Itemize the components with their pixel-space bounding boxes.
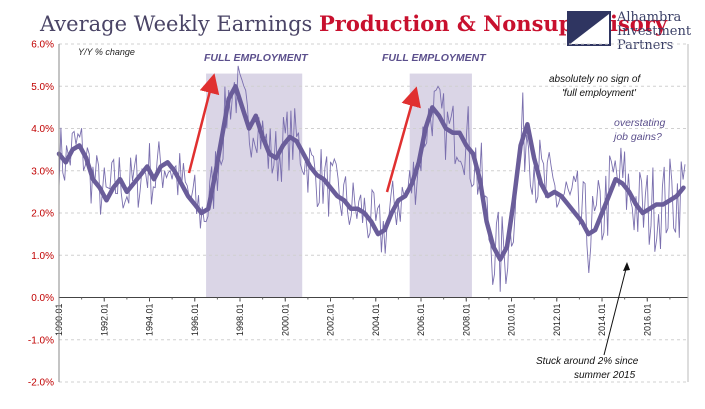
annotation-overstating-1: overstating — [614, 117, 666, 129]
shaded-period-1 — [206, 73, 303, 298]
x-tick-label: 2004.01 — [371, 304, 381, 337]
logo-mark-diagonal — [570, 14, 609, 44]
red-arrow-2 — [385, 86, 421, 193]
y-axis-label: Y/Y % change — [78, 47, 135, 57]
stuck-pointer-head — [623, 262, 630, 271]
band-label-1: FULL EMPLOYMENT — [204, 52, 309, 64]
x-tick-label: 2000.01 — [280, 304, 290, 337]
y-tick-label: -1.0% — [28, 335, 54, 346]
shaded-period-2 — [409, 73, 472, 298]
annotation-stuck-1: Stuck around 2% since — [536, 356, 639, 367]
smoothed-series — [56, 84, 686, 262]
annotation-stuck-2: summer 2015 — [574, 370, 636, 381]
y-axis-ticks: 6.0% 5.0% 4.0% 3.0% 2.0% 1.0% 0.0% -1.0% -2.0% — [28, 40, 54, 389]
y-tick-label: 2.0% — [31, 209, 54, 220]
smoothed-line — [56, 84, 686, 262]
y-tick-label: 1.0% — [31, 251, 54, 262]
x-tick-label: 2002.01 — [326, 304, 336, 337]
x-tick-label: 2016.01 — [642, 304, 652, 337]
y-tick-label: 4.0% — [31, 124, 54, 135]
chart-title-plain: Average Weekly Earnings — [39, 12, 319, 36]
red-arrow-1 — [187, 73, 220, 174]
y-tick-label: 0.0% — [31, 293, 54, 304]
x-tick-label: 2010.01 — [507, 304, 517, 337]
y-tick-label: 3.0% — [31, 166, 54, 177]
x-tick-label: 2012.01 — [552, 304, 562, 337]
x-tick-label: 2008.01 — [461, 304, 471, 337]
shaded-periods — [206, 73, 472, 298]
x-tick-label: 1992.01 — [99, 304, 109, 337]
y-tick-label: 5.0% — [31, 82, 54, 93]
stuck-pointer-line — [603, 264, 628, 356]
annotation-overstating-2: job gains? — [612, 131, 662, 143]
alhambra-logo: Alhambra Investment Partners — [567, 10, 692, 53]
x-tick-label: 1996.01 — [190, 304, 200, 337]
x-tick-label: 1994.01 — [145, 304, 155, 337]
logo-line-1: Alhambra — [616, 10, 682, 25]
grid-lines — [59, 43, 688, 383]
x-tick-label: 1998.01 — [235, 304, 245, 337]
annotation-no-sign-1: absolutely no sign of — [549, 74, 641, 85]
chart-title-bold: Production & Nonsupervisory — [319, 11, 668, 36]
x-axis-ticks: 1990.01 1992.01 1994.01 1996.01 1998.01 2000.… — [54, 297, 671, 337]
band-label-2: FULL EMPLOYMENT — [382, 52, 487, 64]
x-tick-label: 2006.01 — [416, 304, 426, 337]
x-tick-label: 2014.01 — [597, 304, 607, 337]
logo-line-3: Partners — [617, 38, 673, 53]
annotation-no-sign-2: 'full employment' — [562, 88, 637, 99]
y-tick-label: -2.0% — [28, 378, 54, 389]
logo-line-2: Investment — [617, 24, 692, 39]
y-tick-label: 6.0% — [31, 40, 54, 51]
